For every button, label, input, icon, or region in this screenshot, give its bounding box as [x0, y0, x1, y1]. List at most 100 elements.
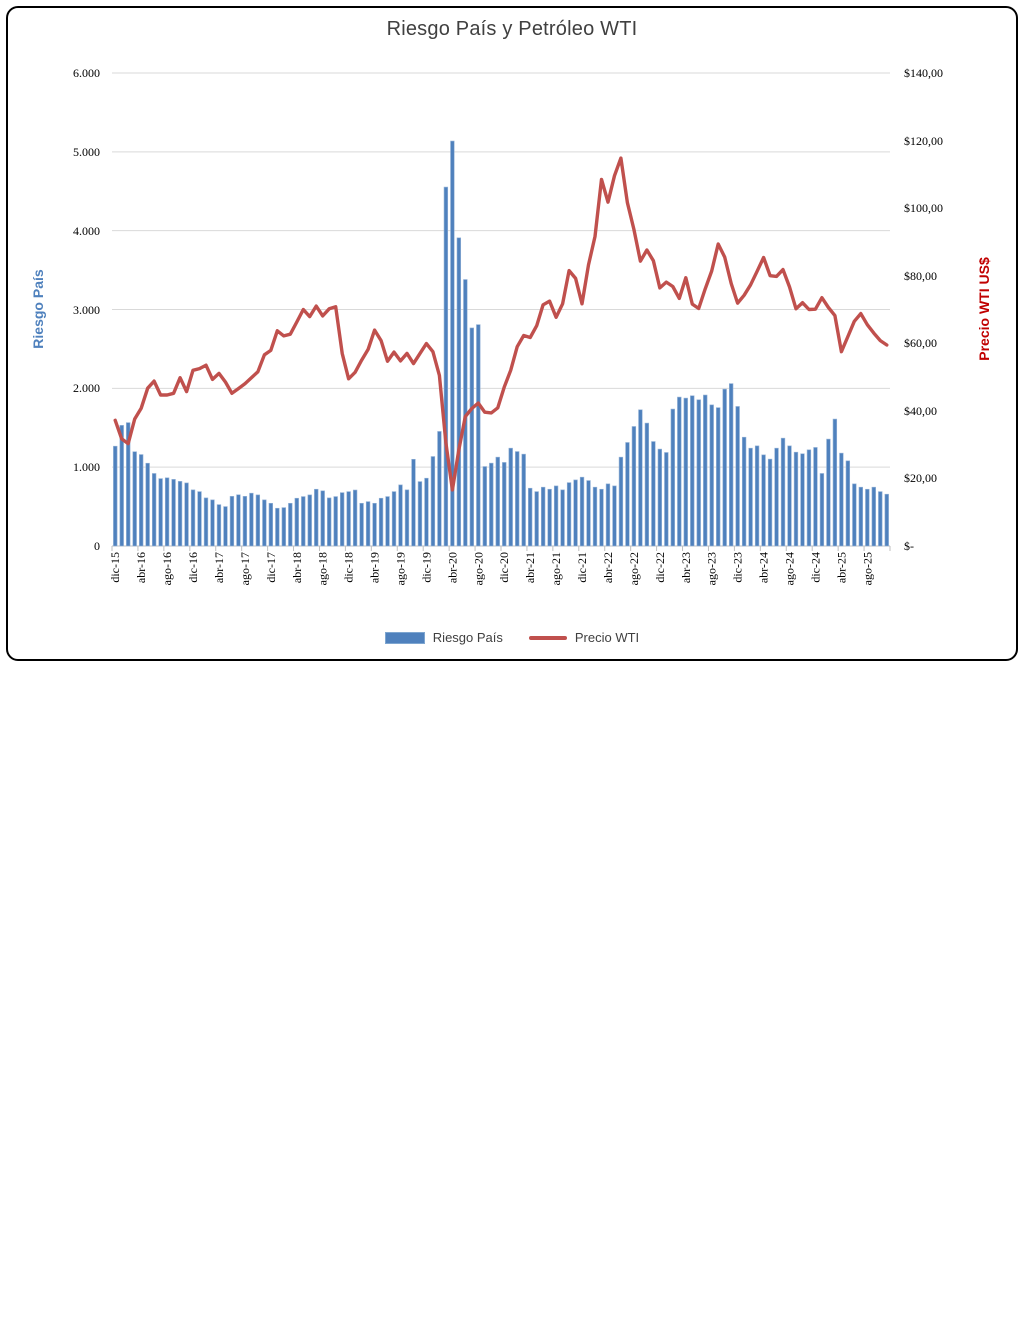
riesgo-pais-bar: [210, 499, 215, 547]
riesgo-pais-bar: [761, 454, 766, 547]
riesgo-pais-bar: [132, 451, 137, 547]
riesgo-pais-bar: [307, 494, 312, 547]
riesgo-pais-bar: [612, 485, 617, 547]
riesgo-pais-bar: [404, 489, 410, 547]
riesgo-pais-bar: [469, 327, 474, 547]
riesgo-pais-bar: [651, 441, 656, 547]
y-left-tick-label: 6.000: [73, 66, 100, 80]
x-tick-label: abr-25: [834, 552, 849, 584]
riesgo-pais-bar: [340, 492, 345, 547]
x-tick-label: ago-25: [860, 552, 875, 586]
riesgo-pais-bar: [365, 501, 371, 547]
riesgo-pais-bar: [223, 506, 228, 547]
riesgo-pais-bar: [605, 483, 611, 547]
y-right-tick-label: $60,00: [904, 336, 937, 351]
precio-wti-line: [113, 156, 889, 492]
riesgo-pais-bar: [437, 431, 442, 547]
legend-label: Riesgo País: [432, 630, 503, 645]
riesgo-pais-bar: [528, 487, 533, 547]
riesgo-pais-bar: [878, 491, 883, 547]
riesgo-pais-bar: [385, 496, 390, 547]
riesgo-pais-bar: [826, 438, 831, 547]
x-tick-label: ago-20: [471, 552, 486, 586]
riesgo-pais-bar: [268, 502, 273, 547]
riesgo-pais-bar: [800, 453, 805, 547]
riesgo-pais-bar: [884, 493, 889, 547]
x-tick-label: dic-16: [186, 552, 201, 583]
riesgo-pais-bar: [255, 494, 261, 547]
riesgo-pais-bar: [281, 507, 286, 547]
y-left-tick-label: 1.000: [73, 460, 100, 475]
riesgo-pais-bar: [294, 497, 299, 547]
riesgo-pais-bar: [177, 481, 183, 547]
riesgo-pais-bar: [748, 447, 753, 547]
riesgo-pais-bar: [813, 447, 818, 547]
riesgo-pais-bar: [547, 488, 552, 547]
riesgo-pais-bar: [832, 418, 838, 547]
riesgo-pais-bar: [495, 456, 500, 547]
riesgo-pais-bar: [696, 399, 701, 547]
x-tick-label: abr-19: [367, 552, 382, 584]
riesgo-pais-bar: [534, 491, 539, 547]
riesgo-pais-bar: [119, 425, 124, 547]
riesgo-pais-bar: [677, 396, 682, 547]
riesgo-pais-bar: [314, 488, 319, 547]
riesgo-pais-bar: [729, 383, 734, 547]
riesgo-pais-bar: [845, 460, 851, 547]
x-tick-label: ago-24: [782, 552, 797, 586]
x-tick-label: dic-18: [341, 552, 356, 583]
riesgo-pais-bar: [411, 458, 416, 547]
x-tick-label: abr-16: [134, 552, 149, 584]
riesgo-pais-bar: [767, 458, 773, 547]
legend-bar-swatch-icon: [384, 631, 425, 644]
riesgo-pais-bar: [741, 436, 747, 547]
riesgo-pais-bar: [482, 466, 487, 547]
x-tick-label: ago-22: [626, 552, 641, 586]
riesgo-pais-bar: [657, 448, 662, 547]
riesgo-pais-bar: [262, 499, 267, 547]
y-right-tick-label: $100,00: [904, 201, 943, 216]
riesgo-pais-bar: [301, 496, 306, 547]
riesgo-pais-bar: [398, 484, 403, 547]
legend-line-swatch-icon: [528, 635, 567, 640]
x-tick-label: ago-18: [315, 552, 330, 586]
riesgo-pais-bar: [346, 491, 351, 547]
y-right-tick-label: $20,00: [904, 471, 937, 486]
riesgo-pais-bar: [216, 504, 222, 547]
riesgo-pais-bar: [184, 482, 189, 547]
riesgo-pais-bar: [670, 408, 675, 547]
riesgo-pais-bar: [320, 490, 325, 547]
riesgo-pais-bar: [145, 462, 150, 547]
riesgo-pais-bar: [618, 456, 624, 547]
riesgo-pais-bar: [865, 488, 870, 547]
riesgo-pais-bar: [579, 476, 585, 547]
riesgo-pais-bar: [489, 462, 494, 547]
riesgo-pais-bar: [430, 456, 436, 547]
y-left-tick-label: 0: [94, 539, 100, 553]
x-tick-label: dic-22: [652, 552, 667, 583]
y-right-tick-label: $80,00: [904, 268, 937, 283]
riesgo-pais-bar: [515, 451, 520, 547]
riesgo-pais-bar: [391, 491, 397, 547]
riesgo-pais-bar: [806, 449, 812, 547]
riesgo-pais-bar: [242, 496, 248, 547]
riesgo-pais-bar: [113, 445, 118, 547]
x-tick-label: dic-24: [808, 552, 823, 583]
riesgo-pais-bar: [456, 237, 462, 547]
riesgo-pais-bar: [508, 447, 513, 547]
riesgo-pais-bar: [378, 497, 384, 547]
riesgo-pais-bar: [476, 324, 481, 547]
riesgo-pais-bar: [819, 473, 825, 547]
riesgo-pais-bar: [573, 479, 578, 547]
riesgo-pais-bar: [709, 404, 714, 547]
x-tick-label: abr-18: [289, 552, 304, 584]
x-tick-label: dic-20: [497, 552, 512, 583]
riesgo-pais-bar: [560, 489, 565, 547]
riesgo-pais-bar: [553, 485, 559, 547]
legend-item-riesgo-pais: Riesgo País: [384, 630, 503, 645]
riesgo-pais-bar: [774, 447, 779, 547]
riesgo-pais-bar: [521, 453, 526, 547]
riesgo-pais-bar: [735, 406, 740, 547]
y-left-tick-label: 3.000: [73, 302, 100, 317]
legend: Riesgo País Precio WTI: [0, 630, 1024, 645]
